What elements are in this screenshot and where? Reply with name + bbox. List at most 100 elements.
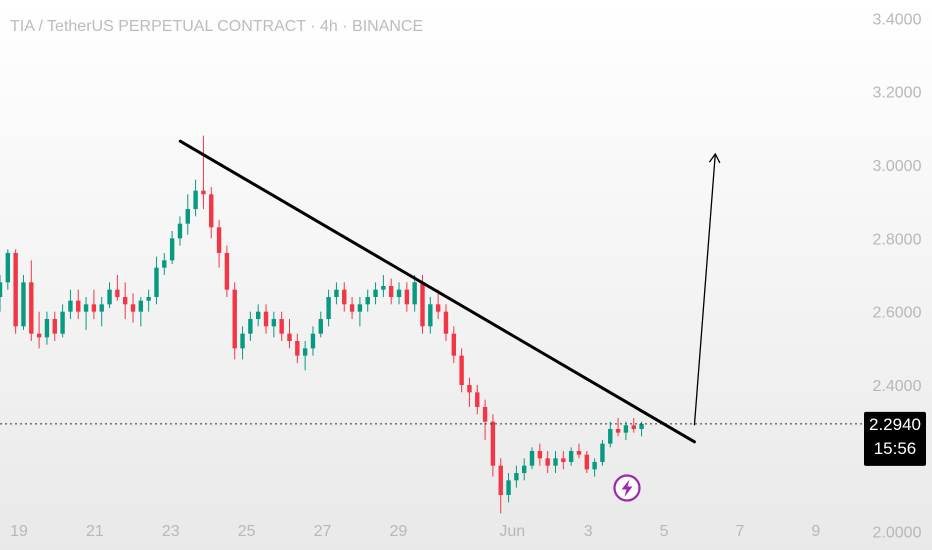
candle[interactable] (146, 289, 151, 312)
candle[interactable] (435, 289, 441, 319)
candle[interactable] (21, 275, 26, 330)
candle[interactable] (357, 297, 363, 327)
candle[interactable] (443, 304, 449, 341)
candle[interactable] (83, 297, 89, 330)
candle[interactable] (490, 414, 496, 477)
candle[interactable] (91, 289, 97, 319)
candle[interactable] (193, 179, 198, 217)
candle[interactable] (130, 293, 136, 323)
candle[interactable] (13, 249, 18, 334)
candle[interactable] (295, 333, 300, 363)
candle-body (44, 319, 50, 338)
candle[interactable] (99, 297, 104, 327)
candle[interactable] (482, 399, 488, 440)
candle[interactable] (592, 458, 597, 477)
candle-body (506, 480, 511, 495)
candle[interactable] (459, 348, 464, 393)
candle[interactable] (381, 275, 386, 297)
candle[interactable] (373, 282, 378, 305)
candle[interactable] (428, 297, 433, 334)
time-tick-label: 9 (811, 523, 820, 540)
projection-arrow-head[interactable] (708, 152, 721, 164)
candle-body (154, 267, 159, 297)
candle-body (342, 289, 347, 305)
projection-arrow[interactable] (693, 152, 721, 426)
candle[interactable] (475, 385, 480, 415)
candle[interactable] (271, 311, 277, 338)
descending-trendline[interactable] (178, 139, 696, 444)
candle-body (185, 209, 190, 224)
candle[interactable] (177, 216, 183, 246)
candle[interactable] (318, 311, 323, 338)
candle[interactable] (615, 418, 621, 437)
candle[interactable] (232, 282, 237, 360)
candle[interactable] (52, 311, 57, 341)
candle[interactable] (44, 311, 50, 345)
candle[interactable] (623, 421, 629, 440)
lightning-icon[interactable] (613, 474, 641, 502)
candle[interactable] (248, 311, 253, 341)
candle[interactable] (162, 253, 167, 275)
candle[interactable] (169, 231, 175, 264)
candle[interactable] (412, 275, 417, 312)
candle[interactable] (529, 447, 535, 470)
candle[interactable] (216, 220, 222, 268)
candle[interactable] (76, 289, 81, 319)
candle[interactable] (631, 418, 636, 433)
candle[interactable] (365, 289, 370, 312)
candle[interactable] (115, 275, 120, 301)
candle[interactable] (514, 465, 519, 488)
candle[interactable] (349, 297, 355, 319)
candle[interactable] (561, 451, 566, 470)
candle-body (13, 253, 18, 327)
candle[interactable] (506, 473, 511, 503)
candle[interactable] (279, 311, 284, 341)
candle[interactable] (467, 377, 472, 407)
candle[interactable] (420, 275, 425, 334)
candle[interactable] (122, 282, 128, 319)
candle[interactable] (154, 256, 159, 305)
candle[interactable] (263, 304, 269, 334)
projection-arrow-shaft[interactable] (693, 153, 716, 426)
candle[interactable] (584, 451, 590, 473)
candle[interactable] (310, 326, 316, 356)
candle[interactable] (545, 451, 550, 473)
candle-body (302, 348, 308, 356)
candle[interactable] (240, 326, 245, 360)
candle[interactable] (185, 194, 190, 235)
candle[interactable] (451, 326, 456, 363)
candle[interactable] (302, 341, 308, 371)
candle[interactable] (404, 282, 410, 312)
candle[interactable] (568, 447, 574, 466)
candle[interactable] (68, 289, 73, 319)
candle[interactable] (201, 135, 206, 209)
candle[interactable] (342, 282, 347, 312)
candle[interactable] (396, 282, 402, 305)
candle[interactable] (600, 440, 605, 466)
candle-body (584, 454, 590, 470)
candle[interactable] (138, 297, 144, 327)
time-tick-label: 7 (736, 523, 745, 540)
candle-body (435, 304, 441, 312)
candle[interactable] (255, 304, 261, 327)
candle[interactable] (36, 311, 42, 349)
candle[interactable] (326, 289, 331, 327)
candle-body (420, 282, 425, 327)
candle[interactable] (498, 458, 503, 514)
candle[interactable] (553, 451, 558, 473)
candle[interactable] (389, 278, 394, 305)
candle[interactable] (537, 443, 543, 466)
candle[interactable] (5, 249, 11, 290)
candle[interactable] (107, 282, 112, 308)
candle[interactable] (29, 260, 34, 341)
candle[interactable] (209, 187, 214, 239)
candle[interactable] (60, 304, 65, 338)
candle[interactable] (522, 458, 527, 481)
candle[interactable] (224, 245, 230, 297)
candle[interactable] (608, 421, 613, 448)
candle[interactable] (287, 319, 292, 349)
candle[interactable] (0, 275, 3, 312)
candle[interactable] (334, 282, 339, 305)
candle[interactable] (576, 443, 582, 459)
